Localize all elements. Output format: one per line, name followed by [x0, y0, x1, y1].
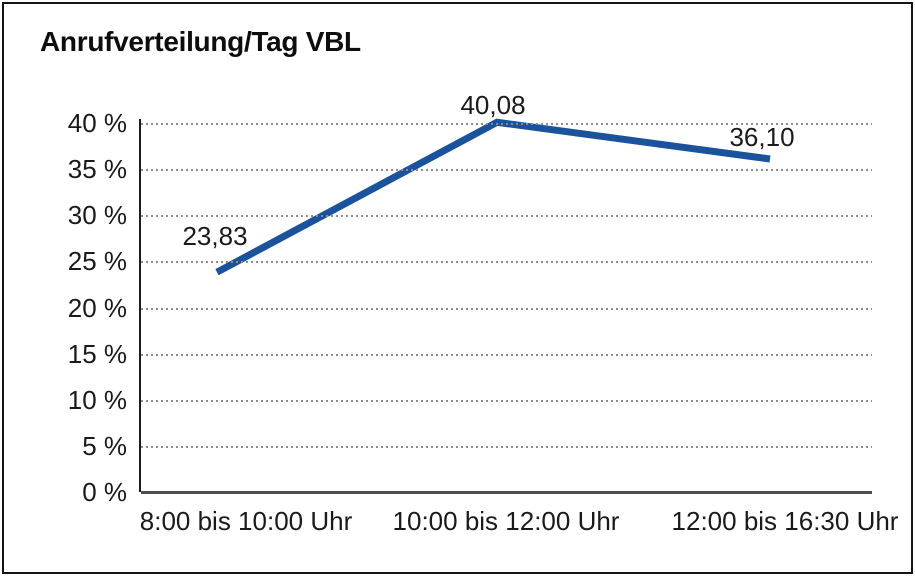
y-tick-label: 15 %	[67, 338, 127, 369]
y-tick-label: 25 %	[67, 246, 127, 277]
y-tick-label: 10 %	[67, 384, 127, 415]
y-tick-label: 20 %	[67, 292, 127, 323]
point-label: 23,83	[182, 221, 248, 252]
gridline	[141, 169, 872, 172]
plot-area: 23,83 40,08 36,10	[139, 92, 872, 494]
data-line	[215, 118, 771, 276]
gridline	[141, 307, 872, 310]
gridline	[141, 353, 872, 356]
line-series	[215, 118, 771, 276]
y-tick-label: 40 %	[67, 108, 127, 138]
gridline	[141, 399, 872, 402]
gridline	[141, 445, 872, 448]
point-label: 40,08	[460, 90, 526, 121]
x-tick-label: 10:00 bis 12:00 Uhr	[392, 506, 620, 536]
y-tick-label: 30 %	[67, 200, 127, 231]
x-tick-label: 8:00 bis 10:00 Uhr	[139, 506, 353, 536]
x-axis-line	[141, 491, 872, 494]
y-tick-label: 0 %	[82, 477, 127, 507]
gridline	[141, 261, 872, 264]
point-label: 36,10	[729, 121, 795, 152]
x-tick-label: 12:00 bis 16:30 Uhr	[671, 506, 899, 536]
gridline	[141, 215, 872, 218]
y-tick-label: 35 %	[67, 154, 127, 185]
gridline	[141, 123, 872, 125]
chart-title: Anrufverteilung/Tag VBL	[40, 26, 361, 57]
y-axis-line	[139, 119, 141, 492]
y-tick-label: 5 %	[82, 430, 127, 461]
